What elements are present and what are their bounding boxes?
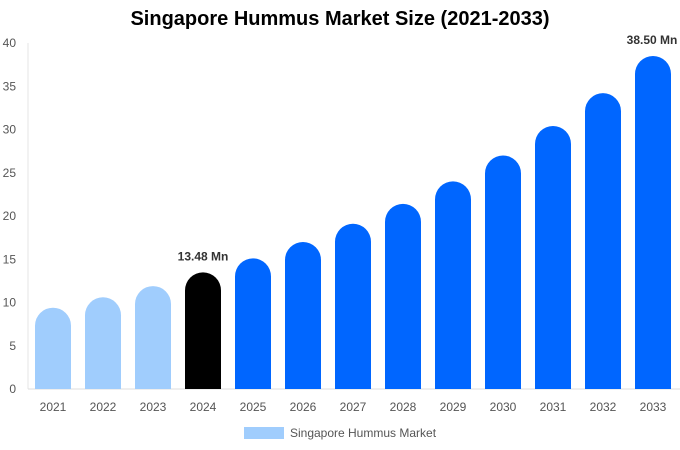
bar-2028	[385, 203, 421, 389]
x-tick-label: 2026	[290, 400, 317, 414]
data-label: 38.50 Mn	[627, 33, 678, 47]
x-tick-label: 2022	[90, 400, 117, 414]
bar-2032	[585, 93, 621, 390]
y-tick-label: 10	[3, 296, 17, 310]
legend-swatch	[243, 427, 284, 439]
y-tick-label: 35	[3, 79, 17, 93]
x-tick-label: 2033	[640, 400, 667, 414]
data-label: 13.48 Mn	[178, 249, 229, 263]
bar-2027	[335, 223, 371, 389]
chart-title: Singapore Hummus Market Size (2021-2033)	[130, 8, 550, 30]
bar-2030	[485, 155, 521, 389]
bar-2021	[35, 307, 71, 389]
legend-label: Singapore Hummus Market	[289, 426, 437, 440]
y-tick-label: 15	[3, 252, 17, 266]
y-tick-label: 30	[3, 123, 17, 137]
bar-2022	[85, 297, 121, 389]
y-tick-label: 0	[9, 382, 16, 396]
x-tick-label: 2032	[590, 400, 617, 414]
y-tick-label: 20	[3, 209, 17, 223]
legend: Singapore Hummus Market	[0, 426, 680, 440]
x-tick-label: 2027	[340, 400, 367, 414]
bar-2024	[185, 272, 221, 389]
x-tick-label: 2029	[440, 400, 467, 414]
y-tick-label: 5	[9, 339, 16, 353]
x-tick-label: 2028	[390, 400, 417, 414]
x-tick-label: 2021	[40, 400, 67, 414]
x-tick-label: 2025	[240, 400, 267, 414]
x-tick-label: 2024	[190, 400, 217, 414]
x-tick-label: 2031	[540, 400, 567, 414]
y-tick-label: 40	[3, 36, 17, 50]
bar-2031	[535, 126, 571, 390]
bar-2029	[435, 181, 471, 389]
x-tick-label: 2023	[140, 400, 167, 414]
x-tick-label: 2030	[490, 400, 517, 414]
bar-2023	[135, 286, 171, 389]
bar-2026	[285, 241, 321, 389]
y-tick-label: 25	[3, 166, 17, 180]
bar-2025	[235, 258, 271, 389]
bar-2033	[635, 55, 671, 389]
